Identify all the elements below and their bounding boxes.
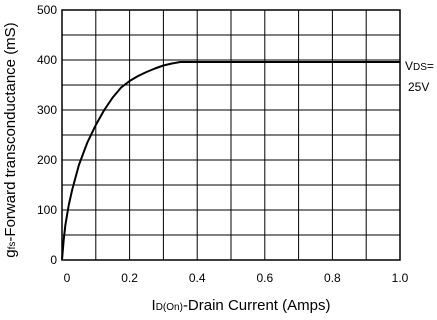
vds-annotation-main: V (405, 59, 413, 73)
y-tick-label: 400 (37, 53, 57, 67)
x-tick-label: 0.6 (256, 271, 273, 285)
x-axis-label-main: I (152, 297, 156, 314)
y-tick-label: 0 (50, 253, 57, 267)
y-tick-label: 100 (37, 203, 57, 217)
y-tick-label: 500 (37, 3, 57, 17)
y-axis-label-rest: -Forward transconductance (mS) (2, 22, 19, 241)
y-tick-labels: 0 100 200 300 400 500 (37, 3, 57, 267)
x-tick-label: 0 (64, 271, 71, 285)
x-axis-label-subscript: D(On) (156, 302, 183, 313)
vds-annotation-line2: 25V (408, 80, 429, 94)
y-tick-label: 200 (37, 153, 57, 167)
series-line-0 (61, 61, 400, 261)
y-axis-label-subscript: fs (7, 242, 18, 250)
plot-frame (61, 9, 401, 261)
grid-lines (62, 10, 400, 260)
vds-annotation-line1: VDS= (405, 59, 434, 73)
x-tick-label: 0.8 (324, 271, 341, 285)
x-axis-label-rest: -Drain Current (Amps) (183, 297, 331, 314)
x-tick-label: 0.4 (189, 271, 206, 285)
y-axis-label-main: g (2, 249, 19, 257)
x-tick-label: 1.0 (392, 271, 409, 285)
vds-annotation-subscript: DS (413, 62, 427, 73)
x-tick-label: 0.2 (121, 271, 138, 285)
x-axis-label: ID(On)-Drain Current (Amps) (152, 297, 331, 314)
y-axis-label: gfs-Forward transconductance (mS) (2, 22, 19, 257)
data-series (61, 61, 400, 261)
vds-annotation-equals: = (427, 59, 434, 73)
y-tick-label: 300 (37, 103, 57, 117)
x-tick-labels: 0 0.2 0.4 0.6 0.8 1.0 (64, 271, 409, 285)
